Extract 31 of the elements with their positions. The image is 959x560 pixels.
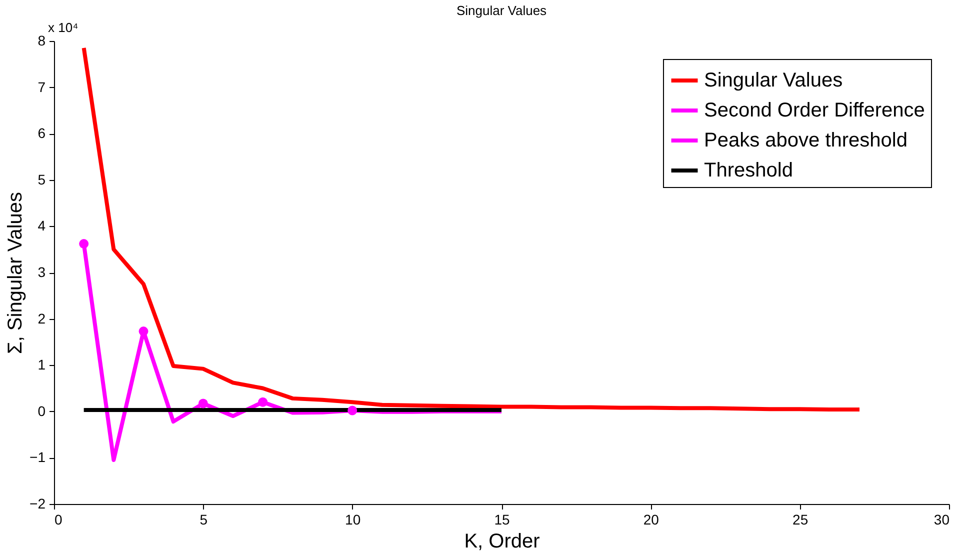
x-tick-label: 15: [494, 512, 510, 528]
y-tick-label: 6: [38, 125, 46, 142]
x-tick-label: 30: [934, 512, 950, 528]
y-tick-label: −1: [30, 449, 46, 466]
text: x 10⁴: [48, 20, 78, 35]
point: [258, 397, 268, 407]
x-tick-label: 10: [345, 512, 361, 528]
y-tick-label: 1: [38, 356, 46, 373]
y-tick-label: 3: [38, 264, 46, 280]
x-tick-label: 25: [792, 512, 808, 528]
chart-title: Singular Values: [456, 3, 548, 18]
y-axis-title: Σ, Singular Values: [4, 192, 27, 354]
legend-label: Singular Values: [704, 70, 843, 92]
legend-label: Second Order Difference: [704, 100, 925, 122]
point: [79, 239, 89, 249]
x-tick-label: 5: [200, 512, 208, 528]
x-tick-label: 20: [643, 512, 660, 528]
y-tick-label: −2: [30, 496, 46, 512]
point: [198, 398, 208, 408]
y-tick-label: 7: [38, 78, 46, 95]
point: [348, 406, 358, 416]
point: [138, 326, 148, 336]
y-tick-label: 2: [38, 310, 46, 326]
x-axis-title: K, Order: [464, 530, 540, 552]
y-tick-label: 5: [38, 171, 46, 188]
y-tick-label: 8: [38, 32, 46, 48]
y-tick-label: 0: [38, 402, 46, 419]
legend-label: Peaks above threshold: [704, 130, 908, 152]
y-tick-label: 4: [38, 218, 46, 234]
x-tick-label: 0: [54, 512, 62, 528]
legend-label: Threshold: [704, 160, 793, 182]
